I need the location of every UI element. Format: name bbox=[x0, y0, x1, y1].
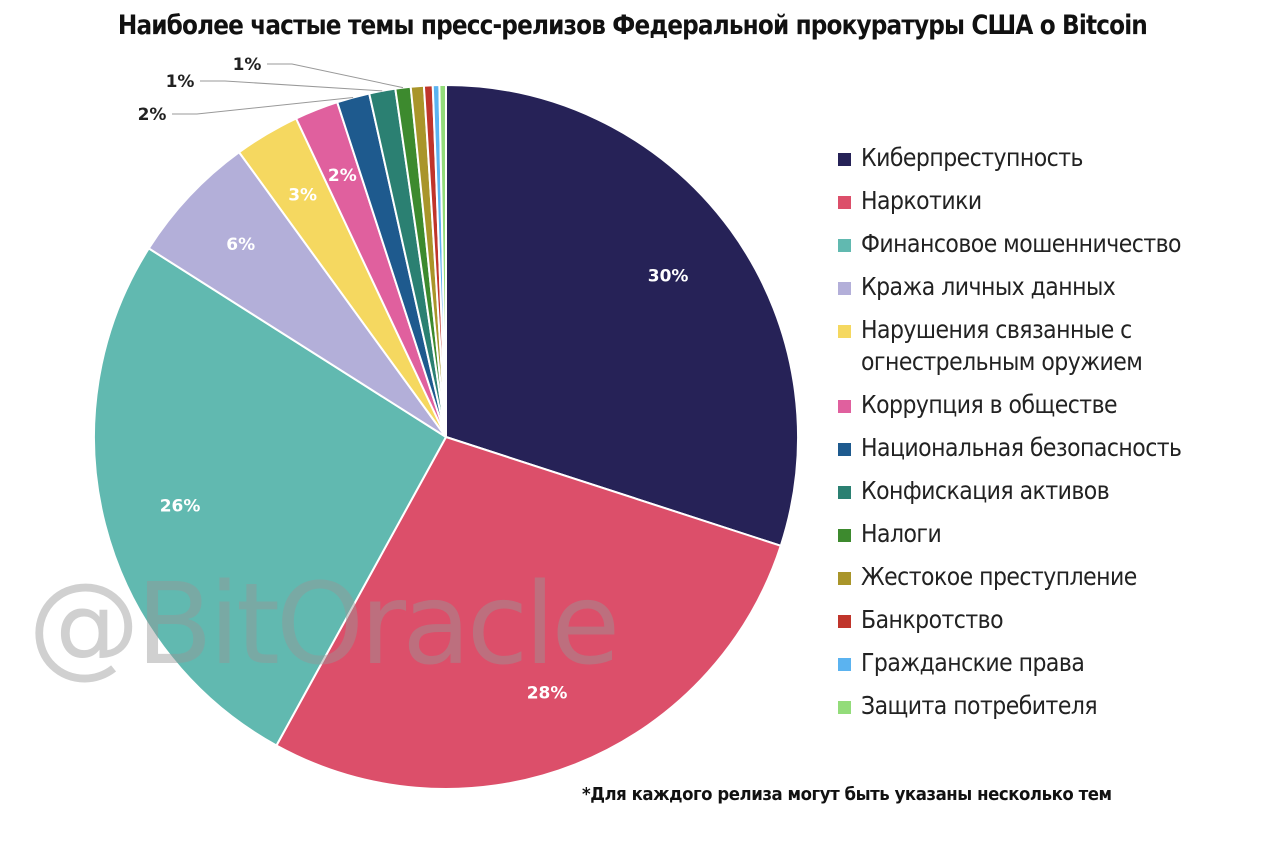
legend-swatch bbox=[838, 400, 851, 413]
legend-swatch bbox=[838, 325, 851, 338]
legend-label: Наркотики bbox=[861, 186, 982, 215]
legend-swatch bbox=[838, 486, 851, 499]
outside-label-2: 1% bbox=[166, 72, 195, 92]
legend-label: Нарушения связанные с огнестрельным оруж… bbox=[861, 315, 1143, 376]
legend-swatch bbox=[838, 443, 851, 456]
legend-label: Конфискация активов bbox=[861, 476, 1110, 505]
legend-item-11: Банкротство bbox=[838, 604, 1278, 636]
slice-label-6: 2% bbox=[328, 166, 357, 186]
legend-swatch bbox=[838, 701, 851, 714]
legend-swatch bbox=[838, 615, 851, 628]
chart-title: Наиболее частые темы пресс-релизов Федер… bbox=[117, 10, 1148, 41]
slice-label-1: 30% bbox=[648, 267, 689, 287]
outside-label-1: 2% bbox=[138, 105, 167, 125]
legend-swatch bbox=[838, 572, 851, 585]
legend-swatch bbox=[838, 529, 851, 542]
legend-item-2: Наркотики bbox=[838, 185, 1278, 217]
legend-item-7: Национальная безопасность bbox=[838, 432, 1278, 464]
legend-item-3: Финансовое мошенничество bbox=[838, 228, 1278, 260]
legend-swatch bbox=[838, 153, 851, 166]
slice-label-3: 26% bbox=[160, 496, 201, 516]
leader-line-2 bbox=[200, 80, 383, 92]
leader-line-1 bbox=[172, 96, 354, 115]
legend-label: Национальная безопасность bbox=[861, 433, 1182, 462]
pie-slice-4 bbox=[147, 150, 447, 438]
slice-label-4: 6% bbox=[226, 235, 255, 255]
legend-label: Киберпреступность bbox=[861, 143, 1083, 172]
slice-label-2: 28% bbox=[527, 683, 568, 703]
legend-swatch bbox=[838, 282, 851, 295]
pie-slice-2 bbox=[275, 435, 783, 790]
pie-slice-13 bbox=[438, 83, 447, 438]
pie-slice-3 bbox=[93, 247, 448, 747]
legend-item-6: Коррупция в обществе bbox=[838, 389, 1278, 421]
legend-swatch bbox=[838, 239, 851, 252]
legend-item-9: Налоги bbox=[838, 518, 1278, 550]
legend-swatch bbox=[838, 658, 851, 671]
legend-item-13: Защита потребителя bbox=[838, 690, 1278, 722]
legend-label: Кража личных данных bbox=[861, 272, 1116, 301]
legend-item-8: Конфискация активов bbox=[838, 475, 1278, 507]
outside-label-3: 1% bbox=[233, 55, 262, 75]
legend-label: Защита потребителя bbox=[861, 691, 1098, 720]
legend-item-1: Киберпреступность bbox=[838, 142, 1278, 174]
legend-item-12: Гражданские права bbox=[838, 647, 1278, 679]
legend-label: Банкротство bbox=[861, 605, 1004, 634]
legend-item-10: Жестокое преступление bbox=[838, 561, 1278, 593]
legend-label: Финансовое мошенничество bbox=[861, 229, 1182, 258]
legend-item-4: Кража личных данных bbox=[838, 271, 1278, 303]
legend-label: Жестокое преступление bbox=[861, 562, 1137, 591]
legend-label: Гражданские права bbox=[861, 648, 1085, 677]
slice-label-5: 3% bbox=[288, 186, 317, 206]
legend-swatch bbox=[838, 196, 851, 209]
legend-item-5: Нарушения связанные с огнестрельным оруж… bbox=[838, 314, 1278, 378]
legend: Киберпреступность Наркотики Финансовое мош… bbox=[838, 142, 1278, 733]
pie-slice-1 bbox=[445, 83, 799, 548]
legend-label: Налоги bbox=[861, 519, 942, 548]
footnote: *Для каждого релиза могут быть указаны н… bbox=[582, 784, 1112, 805]
leader-line-3 bbox=[267, 63, 404, 89]
legend-label: Коррупция в обществе bbox=[861, 390, 1118, 419]
